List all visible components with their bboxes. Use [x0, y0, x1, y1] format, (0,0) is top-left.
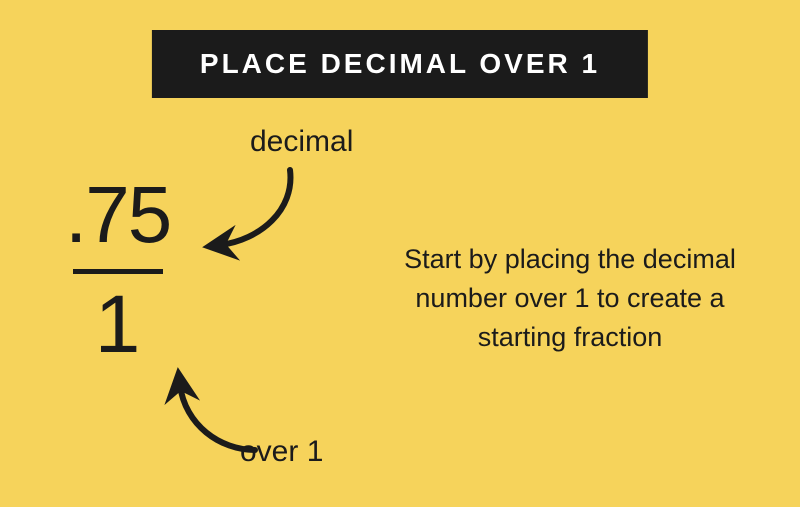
title-box: PLACE DECIMAL OVER 1	[152, 30, 648, 98]
fraction: .75 1	[65, 175, 170, 366]
fraction-bar	[73, 269, 163, 274]
arrow-decimal-icon	[200, 155, 320, 280]
title-text: PLACE DECIMAL OVER 1	[200, 48, 600, 79]
arrow-over1-icon	[165, 365, 285, 480]
explanation-text: Start by placing the decimal number over…	[370, 240, 770, 357]
fraction-denominator: 1	[65, 284, 170, 366]
fraction-numerator: .75	[65, 175, 170, 255]
label-decimal: decimal	[250, 125, 353, 159]
